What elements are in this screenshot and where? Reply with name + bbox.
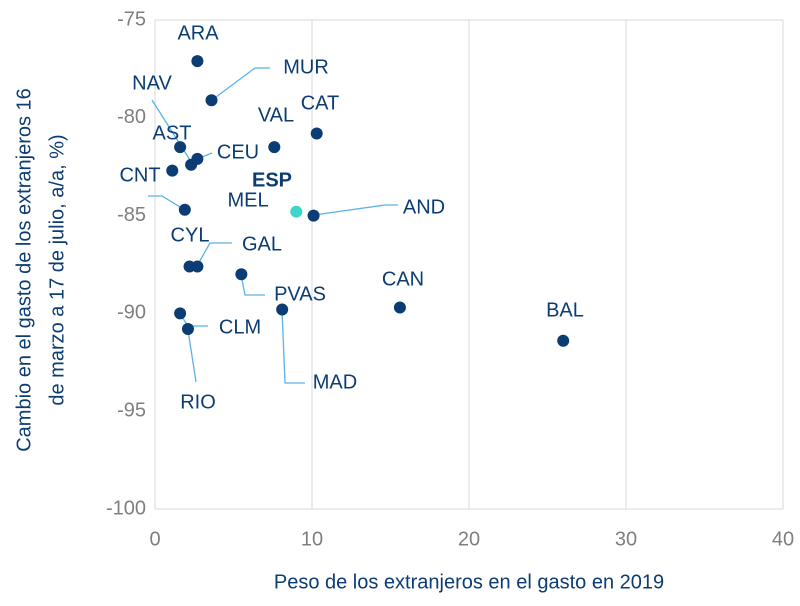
point-label: CEU xyxy=(217,141,259,163)
x-tick-label: 40 xyxy=(772,528,794,550)
point xyxy=(235,268,248,281)
point-label: MAD xyxy=(313,371,357,393)
point xyxy=(166,164,179,177)
point xyxy=(181,323,194,336)
leader-line xyxy=(313,204,398,216)
point xyxy=(191,55,204,68)
point xyxy=(205,94,218,107)
y-tick-label: -75 xyxy=(117,8,146,30)
x-tick-label: 0 xyxy=(149,528,160,550)
leader-line xyxy=(211,67,270,101)
point xyxy=(557,334,570,347)
point-label: CLM xyxy=(219,316,261,338)
y-tick-label: -95 xyxy=(117,399,146,421)
point-label: PVAS xyxy=(274,283,326,305)
point-label: CNT xyxy=(119,164,160,186)
point xyxy=(174,307,187,320)
leader-line xyxy=(281,309,305,384)
x-axis-label: Peso de los extranjeros en el gasto en 2… xyxy=(274,571,664,593)
point xyxy=(178,203,191,216)
point xyxy=(191,260,204,273)
leader-line xyxy=(240,273,265,296)
point-label: CAT xyxy=(301,92,340,114)
point xyxy=(307,209,320,222)
point-label: ARA xyxy=(177,22,219,44)
point-label: RIO xyxy=(180,391,216,413)
point-label: NAV xyxy=(132,72,172,94)
point-label: BAL xyxy=(546,299,584,321)
point-label: CAN xyxy=(382,268,424,290)
point-label: VAL xyxy=(258,104,294,126)
point-label: GAL xyxy=(242,233,282,255)
y-tick-label: -90 xyxy=(117,302,146,324)
x-tick-label: 30 xyxy=(615,528,637,550)
point xyxy=(185,158,198,171)
x-tick-label: 20 xyxy=(458,528,480,550)
point xyxy=(393,301,406,314)
point xyxy=(268,141,281,154)
point-label: ESP xyxy=(252,169,292,191)
point-label: CYL xyxy=(171,224,210,246)
leader-line xyxy=(187,329,197,383)
point-label: MUR xyxy=(283,56,329,78)
y-axis-label: de marzo a 17 de julio, a/a, %) xyxy=(46,134,68,405)
y-tick-label: -80 xyxy=(117,106,146,128)
point-label: MEL xyxy=(227,189,268,211)
x-tick-label: 10 xyxy=(301,528,323,550)
point xyxy=(290,205,303,218)
point xyxy=(174,141,187,154)
point-label: AND xyxy=(403,196,445,218)
leader-line xyxy=(148,195,186,211)
point xyxy=(276,303,289,316)
leader-line xyxy=(196,242,232,267)
y-tick-label: -100 xyxy=(106,497,146,519)
point xyxy=(310,127,323,140)
point-label: AST xyxy=(153,122,192,144)
y-tick-label: -85 xyxy=(117,204,146,226)
y-axis-label: Cambio en el gasto de los extranjeros 16 xyxy=(13,88,35,452)
